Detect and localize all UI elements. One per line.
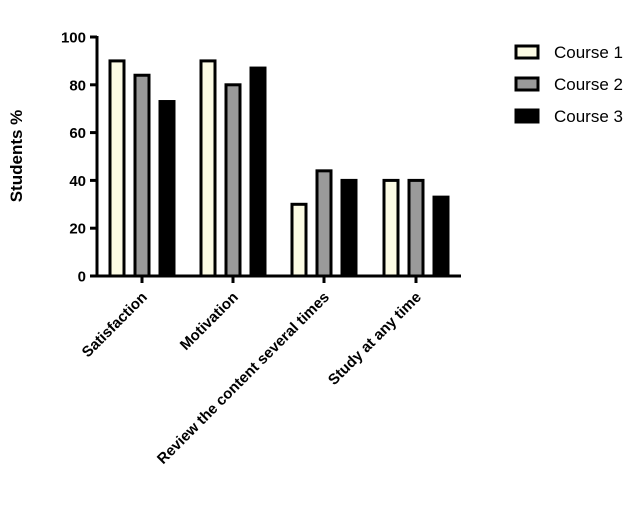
bar-course-1-0 bbox=[108, 59, 126, 278]
bar-course-2-1 bbox=[224, 83, 242, 278]
legend-label-2: Course 2 bbox=[554, 75, 623, 94]
bar-course-1-2 bbox=[290, 202, 308, 278]
bar-course-2-0 bbox=[133, 73, 151, 278]
y-tick-label-20: 20 bbox=[69, 221, 86, 238]
legend-swatch-1 bbox=[514, 44, 540, 60]
category-label-0: Satisfaction bbox=[79, 289, 151, 361]
y-tick-label-40: 40 bbox=[69, 173, 86, 190]
y-tick-label-60: 60 bbox=[69, 125, 86, 142]
category-label-2: Review the content several times bbox=[154, 289, 333, 468]
legend: Course 1 Course 2 Course 3 bbox=[514, 43, 623, 126]
bar-course-2-3 bbox=[407, 178, 425, 278]
axes-group bbox=[95, 36, 461, 283]
legend-label-1: Course 1 bbox=[554, 43, 623, 62]
bar-course-3-2 bbox=[340, 178, 358, 278]
legend-swatch-2 bbox=[514, 76, 540, 92]
y-axis-title: Students % bbox=[7, 110, 26, 203]
bar-course-3-0 bbox=[158, 100, 176, 278]
bar-course-1-1 bbox=[199, 59, 217, 278]
legend-label-3: Course 3 bbox=[554, 107, 623, 126]
y-tick-label-100: 100 bbox=[61, 30, 86, 47]
y-tick-label-0: 0 bbox=[78, 269, 86, 286]
y-ticks-group: 0 20 40 60 80 100 bbox=[61, 30, 97, 286]
category-label-1: Motivation bbox=[177, 289, 242, 354]
bars-group bbox=[108, 59, 450, 278]
bar-course-1-3 bbox=[382, 178, 400, 278]
bar-course-3-1 bbox=[249, 66, 267, 278]
category-label-3: Study at any time bbox=[325, 289, 425, 389]
legend-swatch-3 bbox=[514, 108, 540, 124]
bar-course-3-3 bbox=[432, 195, 450, 278]
bar-course-2-2 bbox=[315, 169, 333, 278]
y-tick-label-80: 80 bbox=[69, 77, 86, 94]
